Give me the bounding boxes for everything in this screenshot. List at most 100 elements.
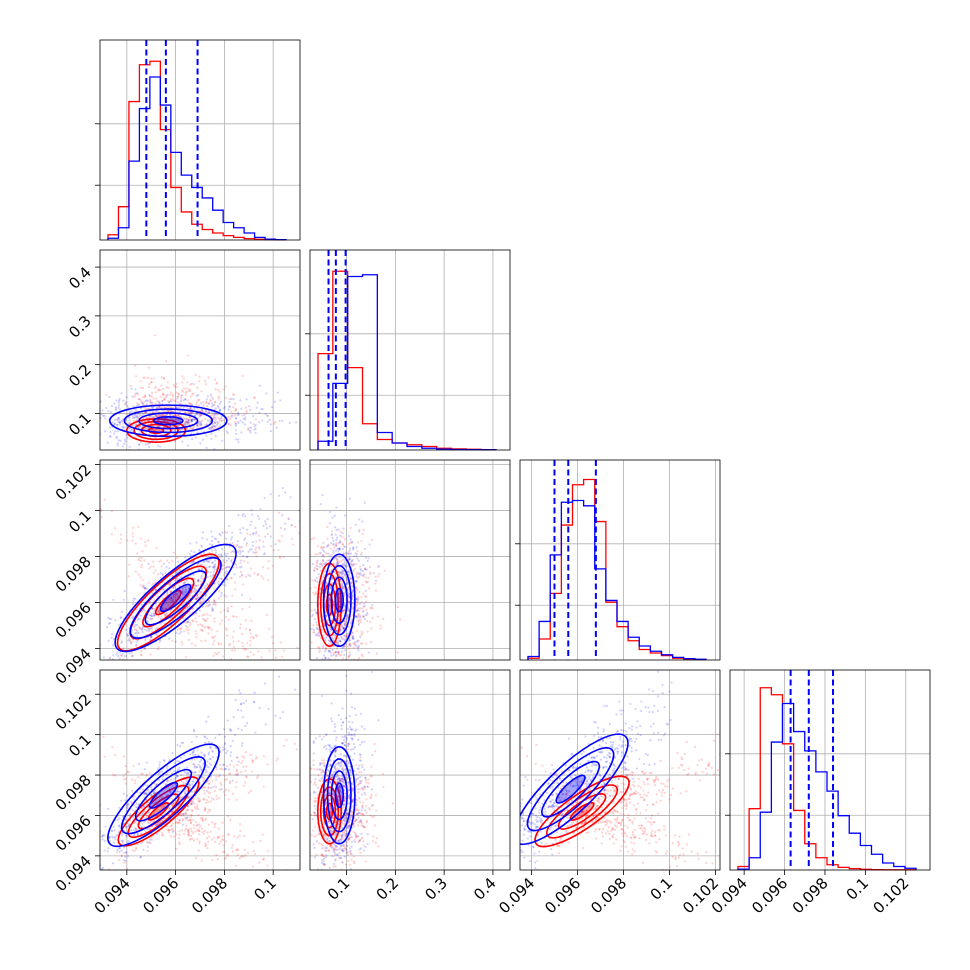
sample-point — [258, 872, 260, 874]
sample-point — [176, 418, 179, 421]
sample-point — [118, 684, 120, 686]
sample-point — [178, 584, 181, 587]
sample-point — [153, 415, 157, 418]
sample-point — [341, 587, 344, 590]
sample-point — [338, 596, 341, 599]
sample-point — [133, 849, 136, 852]
sample-point — [216, 421, 219, 424]
sample-point — [363, 547, 366, 551]
sample-point — [214, 747, 217, 750]
sample-point — [111, 658, 115, 660]
sample-point — [340, 585, 343, 588]
sample-point — [150, 428, 154, 431]
sample-point — [337, 559, 340, 562]
sample-point — [268, 525, 272, 528]
sample-point — [321, 560, 324, 563]
sample-point — [119, 533, 122, 536]
sample-point — [130, 387, 133, 390]
sample-point — [335, 556, 338, 559]
sample-point — [338, 654, 341, 657]
sample-point — [214, 775, 218, 778]
sample-point — [185, 387, 188, 390]
sample-point — [237, 640, 240, 643]
sample-point — [94, 651, 96, 653]
sample-point — [341, 609, 344, 613]
sample-point — [160, 806, 163, 809]
sample-point — [371, 616, 374, 619]
sample-point — [193, 584, 197, 587]
sample-point — [350, 560, 353, 563]
sample-point — [210, 838, 213, 841]
sample-point — [109, 435, 112, 438]
sample-point — [210, 414, 213, 417]
sample-point — [244, 751, 247, 754]
sample-point — [94, 643, 96, 645]
sample-point — [207, 376, 210, 379]
sample-point — [97, 494, 99, 496]
sample-point — [195, 597, 198, 600]
sample-point — [349, 644, 352, 648]
sample-point — [326, 662, 328, 664]
sample-point — [242, 701, 245, 705]
sample-point — [250, 548, 253, 551]
sample-point — [240, 565, 243, 568]
sample-point — [347, 655, 351, 658]
sample-point — [198, 829, 201, 833]
sample-point — [181, 381, 184, 384]
sample-point — [218, 664, 220, 666]
sample-point — [91, 416, 93, 418]
sample-point — [247, 573, 250, 576]
sample-point — [346, 661, 348, 663]
sample-point — [193, 418, 197, 421]
sample-point — [343, 558, 346, 561]
sample-point — [347, 542, 351, 546]
sample-point — [239, 626, 242, 630]
sample-point — [136, 552, 139, 555]
sample-point — [196, 423, 199, 427]
sample-point — [341, 570, 344, 574]
sample-point — [110, 636, 113, 639]
sample-point — [141, 401, 144, 404]
sample-point — [314, 633, 317, 636]
sample-point — [328, 555, 332, 558]
sample-point — [126, 413, 129, 416]
sample-point — [332, 539, 335, 542]
sample-point — [343, 563, 346, 566]
sample-point — [185, 420, 188, 423]
sample-point — [153, 791, 156, 794]
sample-point — [138, 627, 141, 630]
sample-point — [189, 402, 192, 405]
sample-point — [218, 763, 222, 766]
sample-point — [225, 554, 228, 557]
sample-point — [245, 542, 249, 545]
sample-point — [209, 558, 212, 561]
sample-point — [200, 568, 203, 571]
sample-point — [206, 625, 209, 629]
sample-point — [351, 614, 354, 617]
sample-point — [163, 613, 166, 616]
sample-point — [343, 634, 346, 637]
sample-point — [186, 411, 189, 414]
sample-point — [207, 823, 210, 826]
sample-point — [220, 591, 223, 595]
sample-point — [363, 602, 366, 605]
sample-point — [332, 653, 335, 656]
sample-point — [207, 402, 210, 405]
sample-point — [149, 828, 152, 831]
sample-point — [326, 664, 328, 666]
sample-point — [200, 390, 203, 393]
sample-point — [114, 409, 117, 412]
sample-point — [315, 621, 318, 624]
sample-point — [161, 402, 164, 405]
sample-point — [346, 581, 349, 584]
sample-point — [138, 425, 141, 428]
sample-point — [138, 626, 142, 629]
sample-point — [257, 534, 260, 537]
sample-point — [188, 388, 191, 391]
sample-point — [142, 610, 146, 613]
sample-point — [171, 394, 174, 398]
sample-point — [231, 649, 234, 652]
sample-point — [324, 570, 327, 573]
sample-point — [348, 644, 351, 647]
sample-point — [342, 627, 346, 630]
